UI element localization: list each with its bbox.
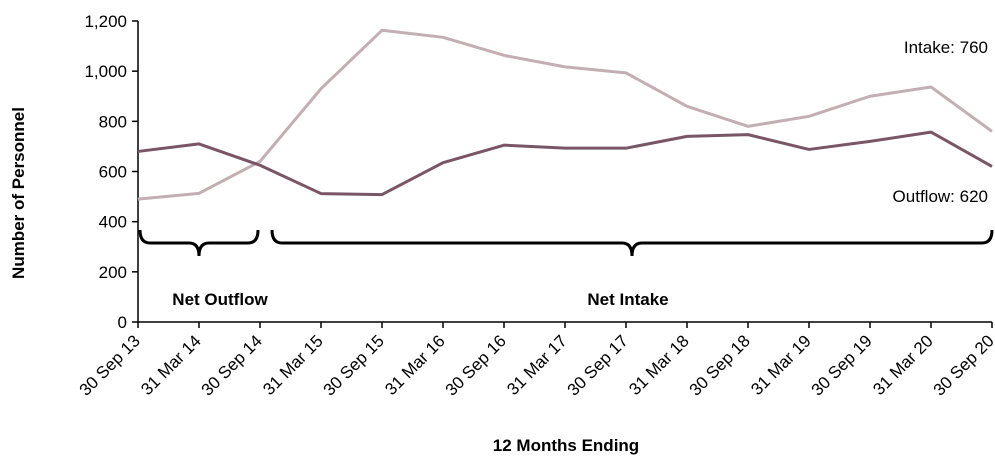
- y-tick-label: 400: [99, 213, 127, 232]
- x-tick-label: 30 Sep 14: [198, 331, 266, 399]
- x-tick-label: 31 Mar 20: [869, 331, 937, 399]
- y-tick-label: 800: [99, 112, 127, 131]
- brace-annotations: Net Outflow Net Intake: [138, 229, 994, 309]
- y-tick-label: 0: [118, 313, 127, 332]
- series-line-intake: [137, 28, 993, 201]
- x-tick-label: 31 Mar 17: [503, 331, 571, 399]
- x-axis-title: 12 Months Ending: [493, 436, 639, 455]
- y-axis-title: Number of Personnel: [9, 107, 28, 279]
- series-layer: [137, 28, 993, 201]
- x-tick-label: 31 Mar 16: [381, 331, 449, 399]
- y-tick-label: 600: [99, 163, 127, 182]
- series-label-intake: Intake: 760: [904, 38, 988, 57]
- series-line-outflow: [137, 130, 993, 197]
- x-tick-label: 30 Sep 13: [76, 331, 144, 399]
- x-tick-label: 31 Mar 19: [747, 331, 815, 399]
- x-tick-label: 30 Sep 20: [930, 331, 995, 399]
- x-tick-label: 30 Sep 15: [320, 331, 388, 399]
- y-tick-label: 200: [99, 263, 127, 282]
- x-tick-label: 30 Sep 19: [808, 331, 876, 399]
- y-tick-label: 1,200: [84, 12, 127, 31]
- x-tick-label: 30 Sep 16: [442, 331, 510, 399]
- brace-label-net-intake: Net Intake: [587, 290, 668, 309]
- y-tick-label: 1,000: [84, 62, 127, 81]
- x-tick-label: 31 Mar 15: [259, 331, 327, 399]
- x-tick-label: 31 Mar 18: [625, 331, 693, 399]
- x-tick-label: 30 Sep 18: [686, 331, 754, 399]
- x-tick-label: 30 Sep 17: [564, 331, 632, 399]
- brace-net-outflow: [138, 229, 260, 257]
- x-tick-label: 31 Mar 14: [137, 331, 205, 399]
- series-label-outflow: Outflow: 620: [893, 187, 988, 206]
- y-axis: 0 200 400 600 800 1,000 1,200: [84, 12, 139, 332]
- brace-label-net-outflow: Net Outflow: [172, 290, 268, 309]
- brace-net-intake: [270, 229, 994, 257]
